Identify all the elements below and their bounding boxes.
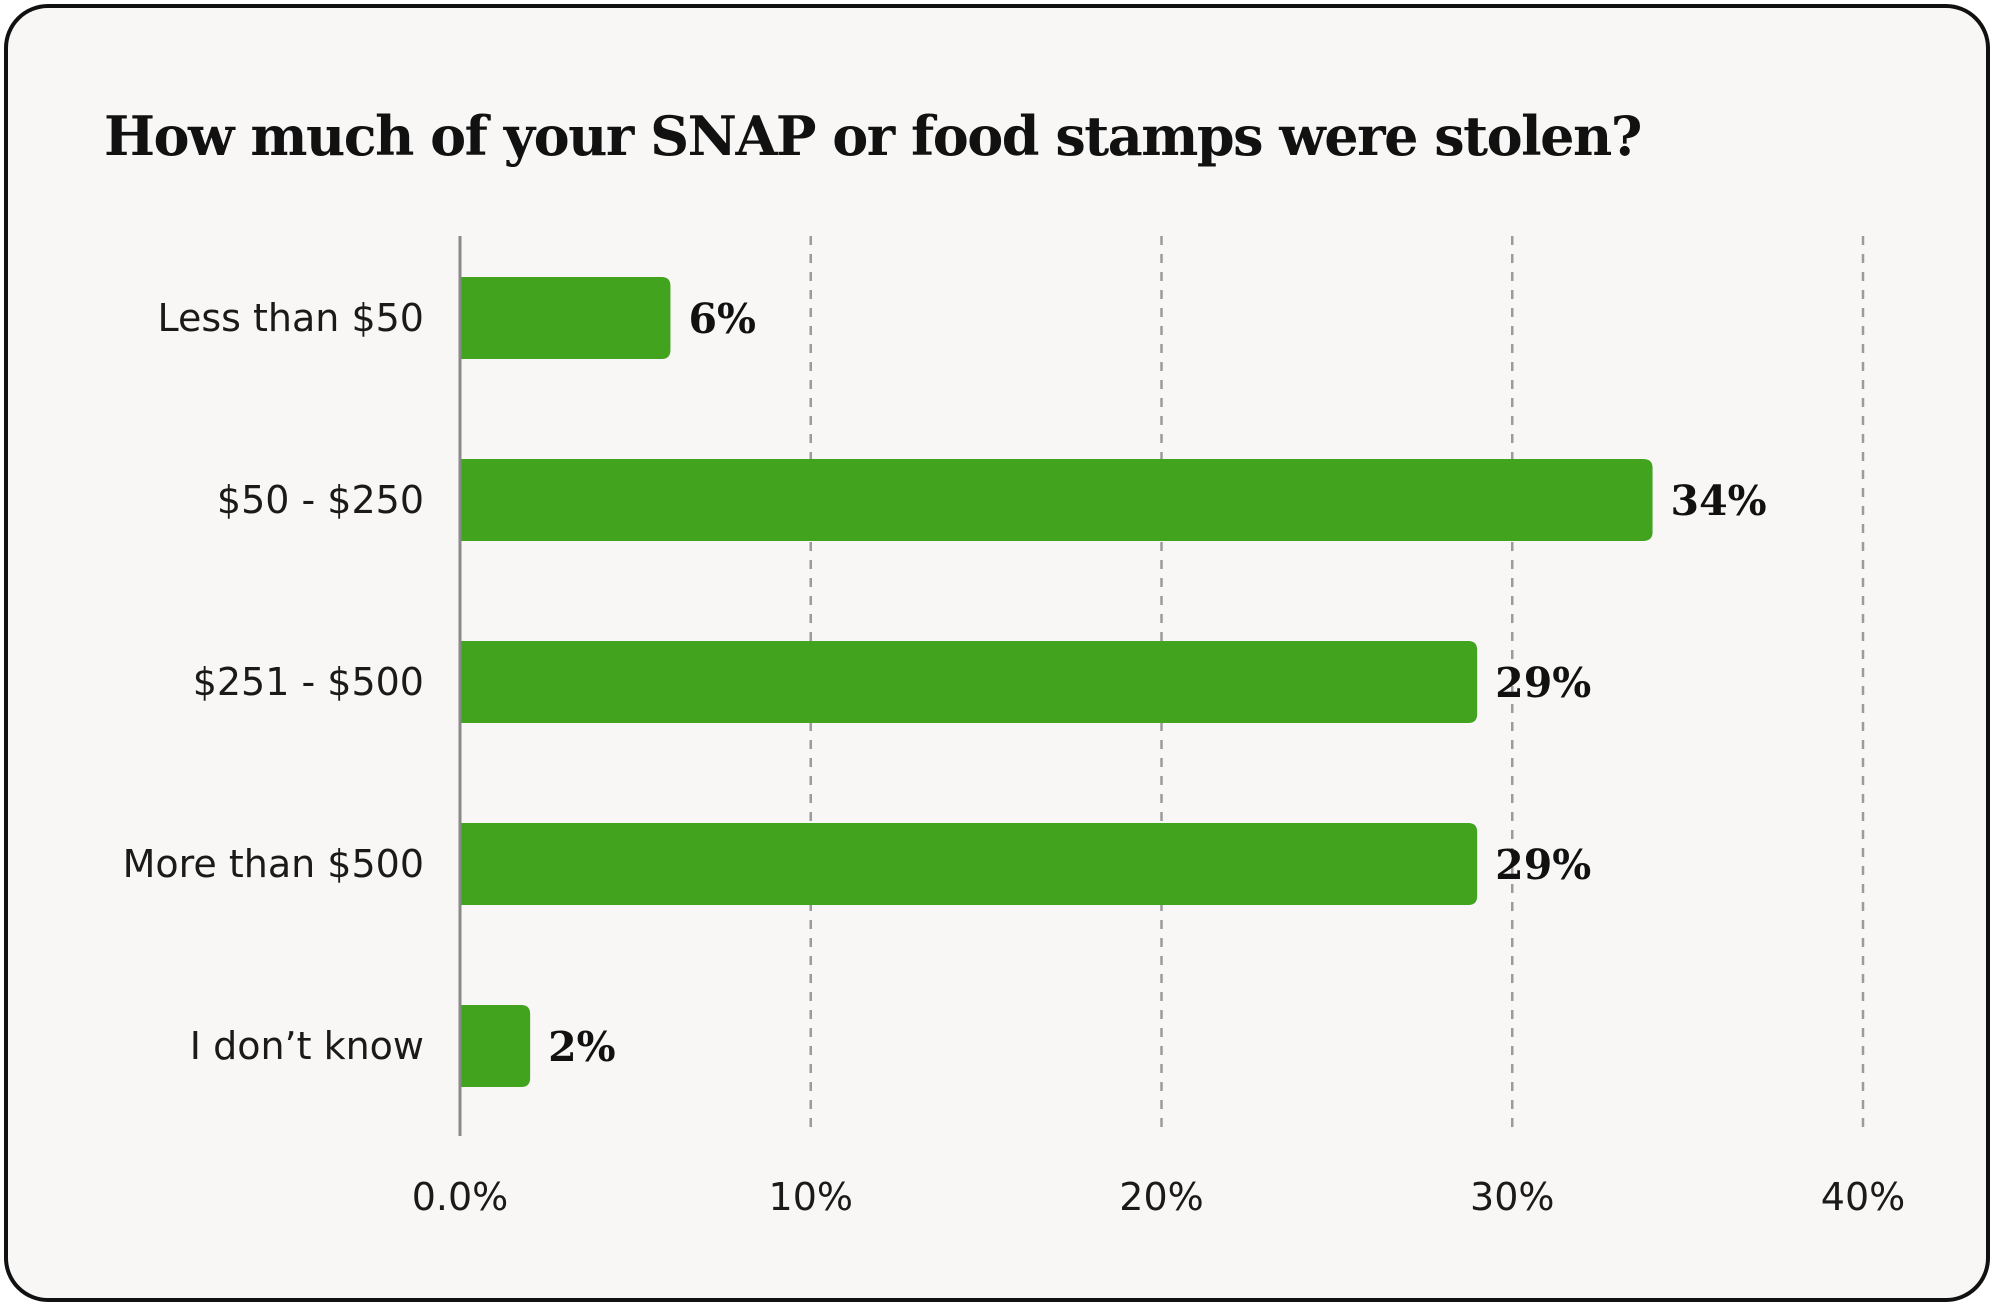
value-label: 29% (1495, 659, 1591, 707)
bar-0 (460, 277, 671, 359)
bars (460, 277, 1653, 1087)
value-label: 34% (1671, 477, 1767, 525)
value-label: 6% (688, 295, 756, 343)
x-tick-label: 0.0% (412, 1175, 509, 1219)
x-tick-label: 20% (1119, 1175, 1203, 1219)
chart-title: How much of your SNAP or food stamps wer… (104, 104, 1642, 168)
bar-4 (460, 1005, 531, 1087)
category-label: Less than $50 (157, 296, 424, 340)
x-tick-label: 30% (1470, 1175, 1554, 1219)
category-label: $50 - $250 (217, 478, 424, 522)
category-label: $251 - $500 (193, 660, 424, 704)
bar-1 (460, 459, 1653, 541)
value-label: 2% (548, 1023, 616, 1071)
value-label: 29% (1495, 841, 1591, 889)
bar-3 (460, 823, 1478, 905)
category-label: I don’t know (190, 1024, 424, 1068)
x-tick-label: 10% (769, 1175, 853, 1219)
labels: 0.0% 10% 20% 30% 40% Less than $50 6% $50 - $25… (123, 295, 1906, 1219)
bar-2 (460, 641, 1478, 723)
x-tick-label: 40% (1821, 1175, 1905, 1219)
category-label: More than $500 (123, 842, 424, 886)
